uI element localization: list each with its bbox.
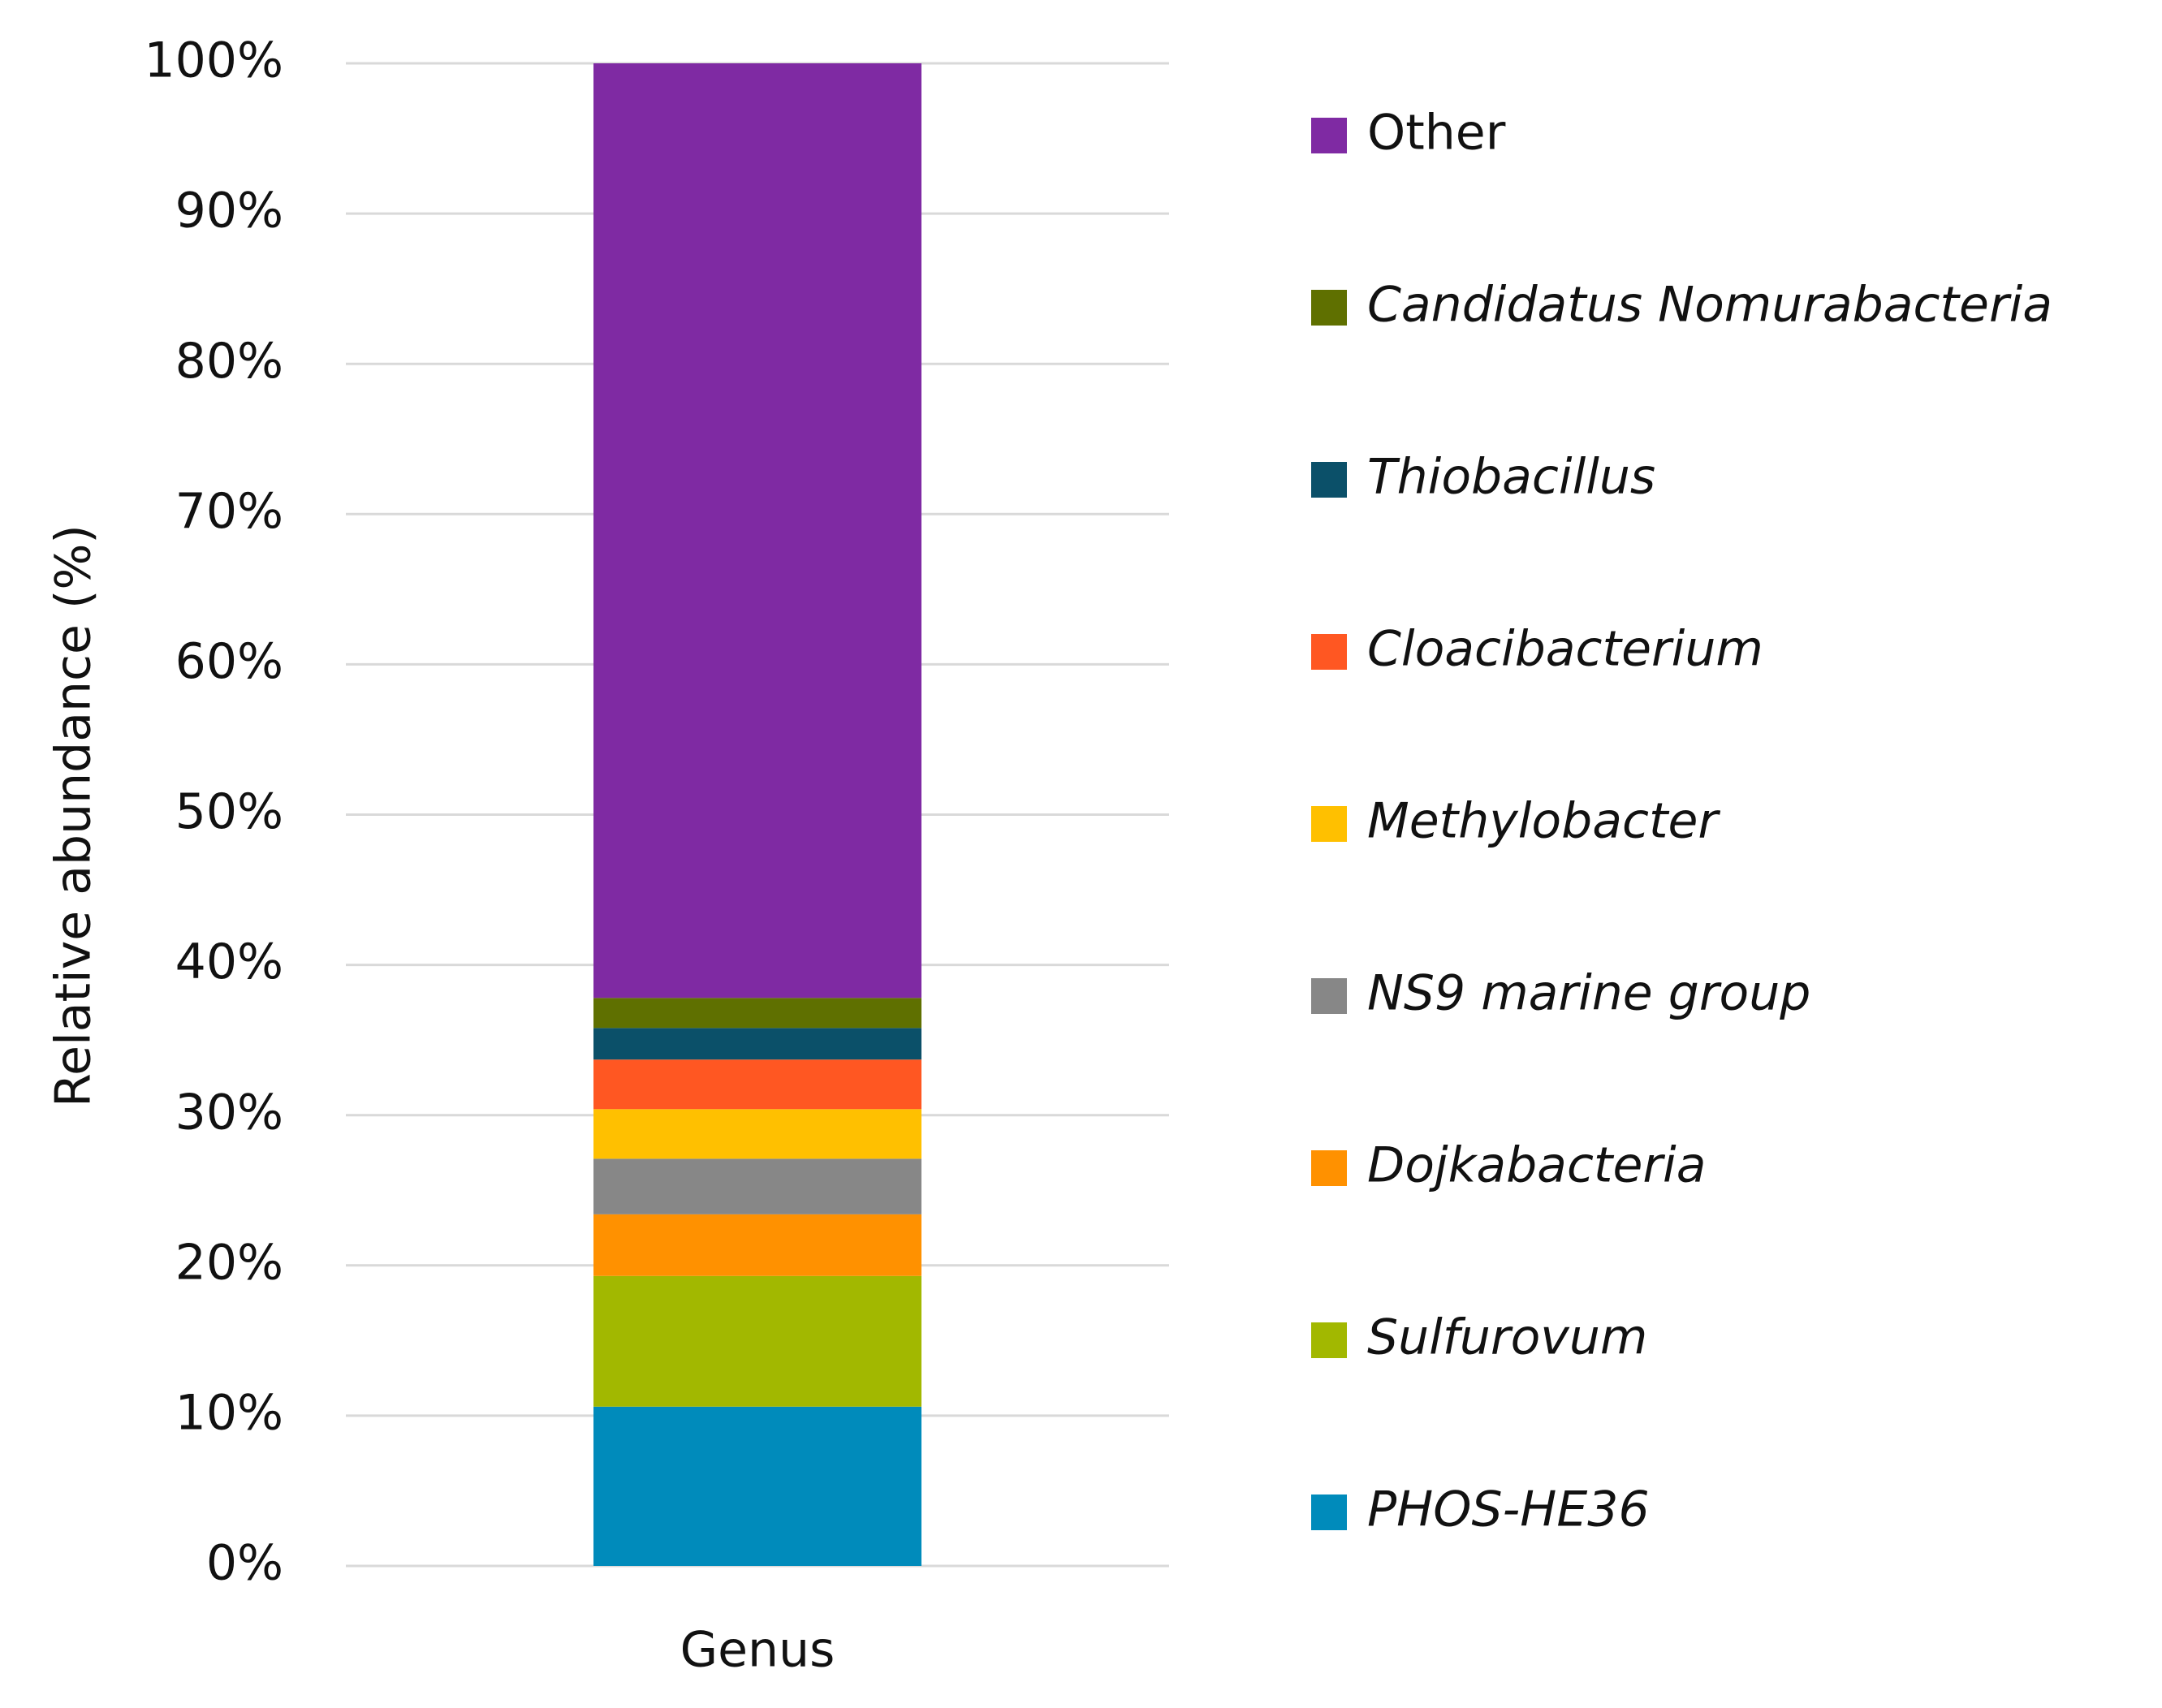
y-tick-label: 90% [175, 183, 283, 239]
y-tick-label: 60% [175, 633, 283, 690]
legend-label: Dojkabacteria [1367, 1137, 1706, 1194]
y-tick-label: 40% [175, 934, 283, 990]
legend-label: Cloacibacterium [1367, 621, 1763, 678]
legend-label: Other [1367, 105, 1506, 162]
y-tick-label: 0% [206, 1535, 283, 1592]
legend-swatch [1311, 634, 1347, 670]
bar-segment [593, 1275, 921, 1407]
y-tick-label: 10% [175, 1384, 283, 1441]
bar-segment [593, 1109, 921, 1159]
y-tick-label: 70% [175, 483, 283, 540]
legend-swatch [1311, 1494, 1347, 1530]
bar-segment [593, 63, 921, 998]
legend-swatch [1311, 978, 1347, 1014]
y-tick-label: 100% [144, 32, 283, 89]
legend-swatch [1311, 1150, 1347, 1186]
y-tick-label: 80% [175, 333, 283, 390]
bar-segment [593, 1059, 921, 1110]
legend-label: PHOS-HE36 [1367, 1482, 1650, 1538]
legend-swatch [1311, 1322, 1347, 1358]
bar-segment [593, 1158, 921, 1214]
y-tick-label: 20% [175, 1234, 283, 1291]
bar-segment [593, 1028, 921, 1060]
legend-swatch [1311, 290, 1347, 326]
legend-label: Candidatus Nomurabacteria [1367, 277, 2052, 334]
bar-segment [593, 998, 921, 1029]
y-tick-label: 30% [175, 1084, 283, 1141]
bar-segment [593, 1406, 921, 1566]
legend-swatch [1311, 118, 1347, 153]
y-tick-label: 50% [175, 783, 283, 840]
x-tick-label: Genus [680, 1622, 835, 1679]
y-axis-label: Relative abundance (%) [45, 524, 102, 1107]
bar-segment [593, 1214, 921, 1276]
legend-label: Sulfurovum [1367, 1309, 1647, 1366]
legend-label: NS9 marine group [1367, 965, 1810, 1022]
legend-label: Methylobacter [1367, 793, 1720, 850]
legend-label: Thiobacillus [1367, 449, 1655, 506]
legend-swatch [1311, 462, 1347, 498]
legend-swatch [1311, 806, 1347, 842]
